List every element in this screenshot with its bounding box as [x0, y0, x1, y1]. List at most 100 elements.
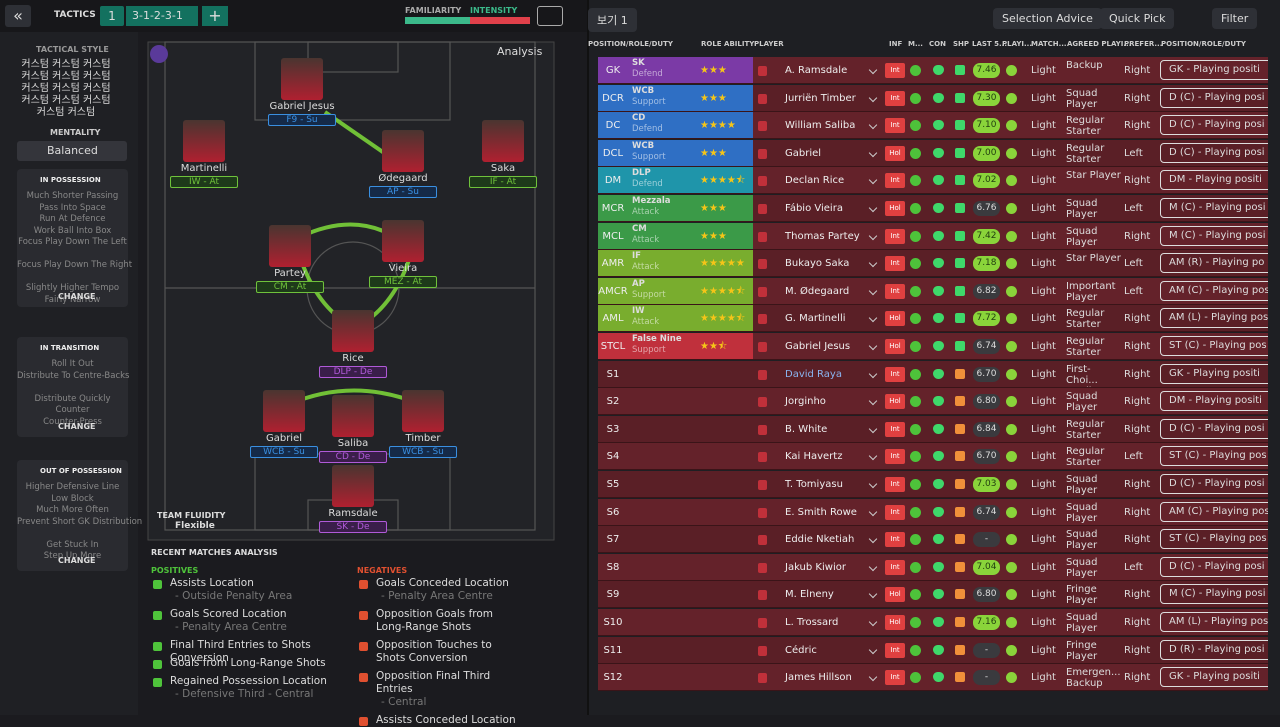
player-photo[interactable] — [332, 395, 374, 437]
column-header[interactable]: LAST 5... — [972, 40, 1007, 48]
player-photo[interactable] — [332, 310, 374, 352]
player-name[interactable]: B. White — [785, 423, 828, 435]
player-name[interactable]: M. Ødegaard — [785, 285, 850, 297]
natural-position[interactable]: GK - Playing positi — [1160, 363, 1268, 384]
add-tactic[interactable]: + — [202, 6, 228, 26]
player-photo[interactable] — [402, 390, 444, 432]
player-name[interactable]: Fábio Vieira — [785, 203, 843, 214]
player-name[interactable]: Thomas Partey — [785, 230, 860, 242]
agreed-time: Squad Player — [1066, 529, 1098, 552]
natural-position[interactable]: GK - Playing positi — [1160, 60, 1268, 80]
player-name[interactable]: G. Martinelli — [785, 313, 846, 325]
column-header[interactable]: PLAYER — [754, 40, 784, 48]
column-header[interactable]: POSITION/ROLE/DUTY — [588, 40, 673, 48]
player-name[interactable]: E. Smith Rowe — [785, 506, 857, 518]
column-header[interactable]: AGREED PLAYI... — [1067, 40, 1132, 48]
player-name[interactable]: T. Tomiyasu — [785, 479, 843, 490]
change-button[interactable]: CHANGE — [58, 421, 96, 431]
player-row: STCL False Nine Support ★★⯪ Gabriel Jesus Hol… — [598, 333, 1268, 360]
player-name[interactable]: A. Ramsdale — [785, 65, 848, 76]
player-photo[interactable] — [263, 390, 305, 432]
column-header[interactable]: PREFER... — [1124, 40, 1163, 48]
kit-icon — [758, 562, 767, 573]
player-name[interactable]: Jurriën Timber — [785, 92, 856, 104]
view-select[interactable]: 보기 1 — [588, 8, 637, 32]
section-label: TACTICAL STYLE — [36, 45, 109, 54]
sharpness-icon — [955, 423, 965, 434]
info-icon[interactable] — [150, 45, 168, 63]
natural-position[interactable]: D (C) - Playing posi — [1160, 87, 1268, 108]
natural-position[interactable]: D (R) - Playing posi — [1160, 639, 1268, 660]
natural-position[interactable]: AM (C) - Playing pos — [1160, 501, 1268, 522]
thumb-icon — [359, 611, 368, 620]
formation[interactable]: 3-1-2-3-1 — [126, 6, 198, 26]
player-name[interactable]: Bukayo Saka — [785, 258, 850, 270]
influence: Int — [885, 173, 905, 189]
natural-position[interactable]: AM (C) - Playing pos — [1160, 280, 1268, 301]
natural-position[interactable]: ST (C) - Playing pos — [1160, 529, 1268, 550]
natural-position[interactable]: DM - Playing positi — [1160, 170, 1268, 191]
kit-icon — [758, 286, 767, 297]
player-photo[interactable] — [482, 120, 524, 162]
natural-position[interactable]: D (C) - Playing posi — [1160, 115, 1268, 136]
player-name: Ødegaard — [378, 173, 428, 184]
column-header[interactable]: CON — [929, 40, 946, 48]
natural-position[interactable]: D (C) - Playing posi — [1160, 474, 1268, 494]
natural-position[interactable]: D (C) - Playing posi — [1160, 556, 1268, 577]
tactic-slot[interactable]: 1 — [100, 6, 124, 26]
player-name[interactable]: James Hillson — [785, 672, 852, 684]
change-button[interactable]: CHANGE — [58, 292, 96, 301]
natural-position[interactable]: AM (R) - Playing po — [1160, 253, 1268, 274]
mentality[interactable]: Balanced — [17, 141, 127, 161]
column-header[interactable]: MATCH... — [1031, 40, 1067, 48]
column-header[interactable]: POSITION/ROLE/DUTY — [1161, 40, 1246, 48]
natural-position[interactable]: ST (C) - Playing pos — [1160, 336, 1268, 356]
player-name[interactable]: Jorginho — [785, 396, 826, 408]
player-name[interactable]: Cédric — [785, 644, 817, 656]
natural-position[interactable]: M (C) - Playing posi — [1160, 584, 1268, 605]
analysis-button[interactable]: Analysis — [497, 45, 543, 58]
player-photo[interactable] — [281, 58, 323, 100]
natural-position[interactable]: D (C) - Playing posi — [1160, 142, 1268, 163]
natural-position[interactable]: DM - Playing positi — [1160, 391, 1268, 412]
toolbar-button[interactable]: Filter — [1212, 8, 1258, 29]
column-header[interactable]: SHP — [953, 40, 970, 48]
player-name[interactable]: M. Elneny — [785, 589, 834, 601]
column-header[interactable]: ROLE ABILITY — [701, 40, 755, 48]
player-photo[interactable] — [269, 225, 311, 267]
player-photo[interactable] — [382, 130, 424, 172]
toolbar-button[interactable]: Selection Advice — [993, 8, 1102, 29]
natural-position[interactable]: AM (L) - Playing pos — [1160, 612, 1268, 632]
player-name[interactable]: William Saliba — [785, 120, 856, 132]
player-photo[interactable] — [183, 120, 225, 162]
position: S10 — [603, 617, 623, 628]
column-header[interactable]: INF — [889, 40, 903, 48]
player-name[interactable]: Gabriel — [785, 147, 822, 159]
natural-position[interactable]: D (C) - Playing posi — [1160, 418, 1268, 439]
recent-title[interactable]: RECENT MATCHES ANALYSIS — [151, 548, 278, 557]
player-row: GK SK Defend ★★★ A. Ramsdale Int 7.46 Light Back… — [598, 57, 1268, 84]
morale-icon — [933, 561, 944, 572]
player-name[interactable]: Jakub Kiwior — [785, 561, 846, 573]
player-role: DLP - De — [319, 366, 387, 378]
player-photo[interactable] — [332, 465, 374, 507]
player-photo[interactable] — [382, 220, 424, 262]
player-name[interactable]: David Raya — [785, 368, 842, 380]
natural-position[interactable]: M (C) - Playing posi — [1160, 225, 1268, 246]
player-name[interactable]: Eddie Nketiah — [785, 534, 855, 546]
player-name[interactable]: Gabriel Jesus — [785, 341, 851, 352]
player-name[interactable]: Kai Havertz — [785, 451, 843, 463]
player-name[interactable]: L. Trossard — [785, 617, 839, 628]
player-name[interactable]: Declan Rice — [785, 175, 845, 187]
column-header[interactable]: PLAYI... — [1002, 40, 1032, 48]
intensity-toggle[interactable] — [537, 6, 563, 26]
column-header[interactable]: M... — [908, 40, 923, 48]
natural-position[interactable]: ST (C) - Playing pos — [1160, 446, 1268, 467]
natural-position[interactable]: AM (L) - Playing pos — [1160, 308, 1268, 329]
natural-position[interactable]: GK - Playing positi — [1160, 667, 1268, 688]
toolbar-button[interactable]: Quick Pick — [1100, 8, 1175, 29]
play-icon — [1006, 423, 1017, 435]
natural-position[interactable]: M (C) - Playing posi — [1160, 198, 1268, 218]
change-button[interactable]: CHANGE — [58, 556, 96, 565]
back-button[interactable]: « — [5, 5, 31, 27]
